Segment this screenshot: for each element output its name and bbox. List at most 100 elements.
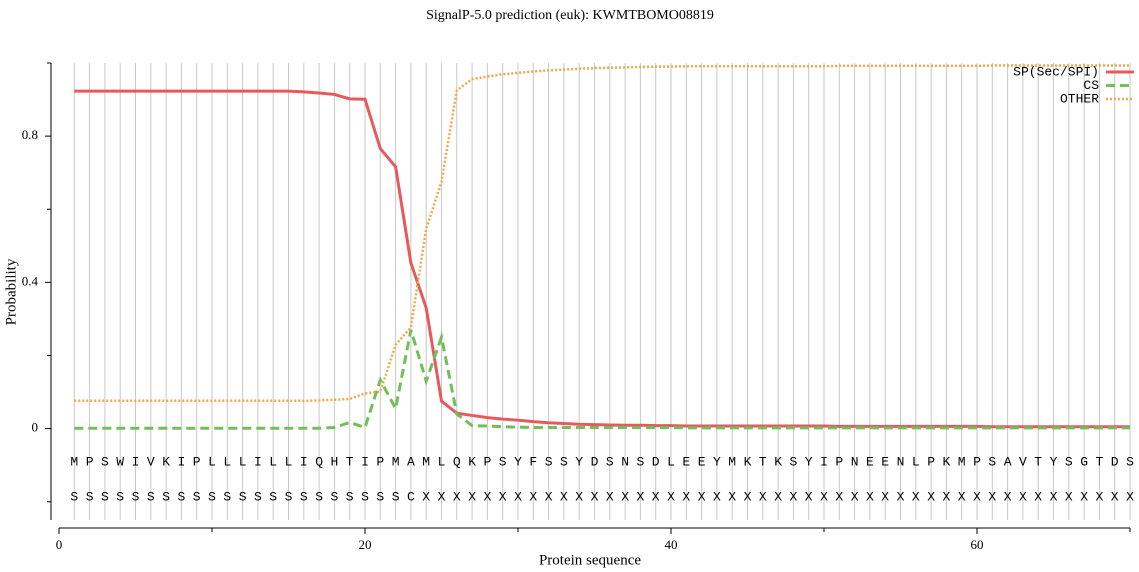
- residue: T: [346, 454, 354, 469]
- y-axis-label: Probability: [3, 258, 19, 325]
- residue: K: [162, 454, 170, 469]
- residue: I: [300, 454, 308, 469]
- residue-label: X: [514, 489, 522, 504]
- residue: W: [116, 454, 124, 469]
- residue: N: [851, 454, 859, 469]
- residue-label: S: [392, 489, 400, 504]
- residue-label: X: [652, 489, 660, 504]
- residue: K: [942, 454, 950, 469]
- residue: M: [70, 454, 78, 469]
- residue: L: [667, 454, 675, 469]
- residue-label: S: [376, 489, 384, 504]
- residue-label: X: [560, 489, 568, 504]
- residue-label: X: [529, 489, 537, 504]
- residue: K: [468, 454, 476, 469]
- residue-label: S: [361, 489, 369, 504]
- residue-label: X: [545, 489, 553, 504]
- residue: M: [422, 454, 430, 469]
- residue-label: S: [86, 489, 94, 504]
- residue-label: X: [942, 489, 950, 504]
- residue-label: X: [1111, 489, 1119, 504]
- residue-label: X: [698, 489, 706, 504]
- residue-label: X: [1034, 489, 1042, 504]
- legend-label: SP(Sec/SPI): [1013, 64, 1099, 79]
- residue: P: [483, 454, 491, 469]
- residue-label: X: [483, 489, 491, 504]
- residue-label: S: [254, 489, 262, 504]
- residue-label: X: [713, 489, 721, 504]
- x-tick-label: 20: [359, 537, 372, 552]
- residue: V: [147, 454, 155, 469]
- residue: D: [591, 454, 599, 469]
- residue-label: X: [912, 489, 920, 504]
- residue-label: X: [1065, 489, 1073, 504]
- residue-label: S: [315, 489, 323, 504]
- residue: S: [101, 454, 109, 469]
- residue-label: X: [1095, 489, 1103, 504]
- residue-label: X: [453, 489, 461, 504]
- residue-label: X: [881, 489, 889, 504]
- residue: I: [254, 454, 262, 469]
- residue: N: [897, 454, 905, 469]
- residue: T: [1095, 454, 1103, 469]
- residue-label: X: [988, 489, 996, 504]
- residue: E: [866, 454, 874, 469]
- residue: I: [177, 454, 185, 469]
- residue: Y: [514, 454, 522, 469]
- residue: P: [973, 454, 981, 469]
- residue-label: S: [101, 489, 109, 504]
- residue: E: [881, 454, 889, 469]
- residue-label: S: [193, 489, 201, 504]
- residue: M: [392, 454, 400, 469]
- residue-label: S: [300, 489, 308, 504]
- residue-label: X: [422, 489, 430, 504]
- residue-label: X: [636, 489, 644, 504]
- residue-label: X: [728, 489, 736, 504]
- residue: D: [652, 454, 660, 469]
- residue-label: X: [591, 489, 599, 504]
- residue: S: [1065, 454, 1073, 469]
- residue-label: X: [1004, 489, 1012, 504]
- residue: P: [376, 454, 384, 469]
- residue-label: X: [744, 489, 752, 504]
- residue: L: [285, 454, 293, 469]
- residue: Y: [713, 454, 721, 469]
- residue-label: S: [70, 489, 78, 504]
- residue: E: [682, 454, 690, 469]
- residue-label: S: [162, 489, 170, 504]
- residue: S: [1126, 454, 1134, 469]
- residue: S: [499, 454, 507, 469]
- residue: P: [835, 454, 843, 469]
- residue: S: [636, 454, 644, 469]
- residue-label: X: [499, 489, 507, 504]
- residue-label: C: [407, 489, 415, 504]
- legend-label: OTHER: [1060, 91, 1099, 106]
- residue: P: [193, 454, 201, 469]
- residue-label: X: [820, 489, 828, 504]
- legend-label: CS: [1083, 78, 1099, 93]
- residue-label: X: [606, 489, 614, 504]
- residue-label: S: [330, 489, 338, 504]
- residue: Q: [315, 454, 323, 469]
- residue: D: [1111, 454, 1119, 469]
- residue-label: X: [851, 489, 859, 504]
- residue-label: S: [132, 489, 140, 504]
- residue-label: X: [1019, 489, 1027, 504]
- residue: Q: [453, 454, 461, 469]
- residue: L: [208, 454, 216, 469]
- residue: E: [698, 454, 706, 469]
- residue: Y: [575, 454, 583, 469]
- residue: A: [407, 454, 415, 469]
- residue-label: X: [958, 489, 966, 504]
- series-line: [74, 329, 1130, 430]
- residue: T: [759, 454, 767, 469]
- residue: L: [269, 454, 277, 469]
- residue: A: [1004, 454, 1012, 469]
- residue: K: [744, 454, 752, 469]
- residue: M: [958, 454, 966, 469]
- series-line: [74, 89, 1130, 429]
- residue-label: S: [285, 489, 293, 504]
- residue: I: [820, 454, 828, 469]
- residue-label: X: [973, 489, 981, 504]
- residue: V: [1019, 454, 1027, 469]
